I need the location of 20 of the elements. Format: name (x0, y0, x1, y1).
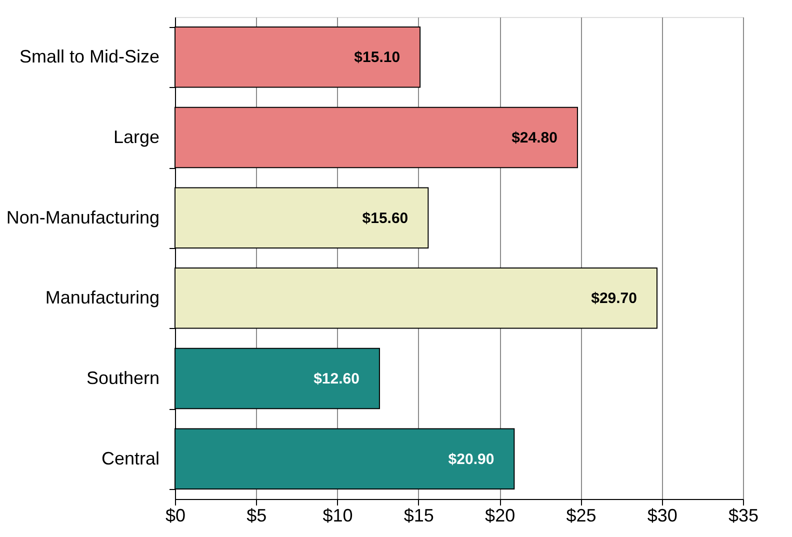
y-tick-label: Non-Manufacturing (6, 207, 160, 228)
y-tick-label: Central (101, 448, 160, 468)
x-tick-label: $15 (404, 506, 434, 526)
x-tick-label: $30 (647, 506, 678, 526)
x-tick-label: $10 (322, 506, 353, 526)
data-label: $29.70 (591, 290, 637, 308)
x-tick-label: $5 (246, 506, 267, 526)
data-label: $15.10 (354, 49, 400, 66)
y-tick-label: Southern (86, 368, 160, 388)
data-label: $20.90 (448, 450, 494, 468)
y-tick-label: Large (113, 127, 160, 147)
y-tick-label: Small to Mid-Size (19, 46, 160, 67)
x-tick-label: $25 (566, 506, 596, 526)
data-label: $24.80 (512, 130, 558, 146)
data-label: $15.60 (362, 210, 408, 227)
x-tick-label: $0 (165, 506, 186, 526)
data-label: $12.60 (314, 370, 360, 388)
x-tick-label: $20 (485, 506, 516, 526)
y-tick-label: Manufacturing (45, 288, 160, 308)
x-tick-label: $35 (728, 506, 759, 526)
